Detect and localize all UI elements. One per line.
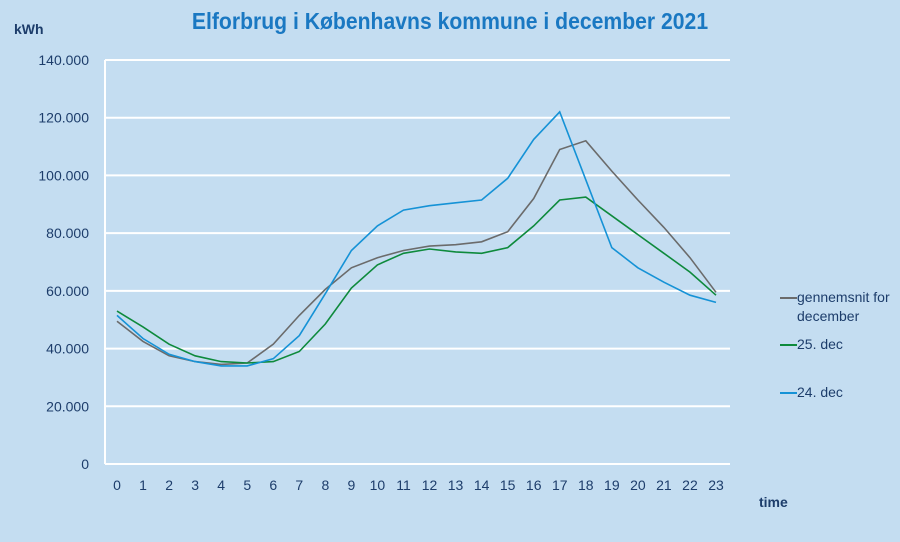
- x-tick-label: 20: [630, 477, 646, 493]
- x-tick-label: 12: [422, 477, 438, 493]
- series-line-0: [116, 139, 717, 366]
- legend-item-gennemsnit: gennemsnit for december: [780, 288, 897, 326]
- legend-label: gennemsnit for december: [797, 289, 890, 324]
- x-tick-label: 13: [448, 477, 464, 493]
- series-line-1: [116, 196, 717, 364]
- x-tick-label: 18: [578, 477, 594, 493]
- x-tick-label: 15: [500, 477, 516, 493]
- legend-swatch: [780, 344, 797, 346]
- x-tick-label: 11: [396, 477, 411, 493]
- legend-item-24-dec: 24. dec: [780, 383, 897, 402]
- x-tick-label: 23: [708, 477, 724, 493]
- x-tick-label: 16: [526, 477, 542, 493]
- y-tick-label: 100.000: [38, 167, 89, 183]
- x-tick-label: 4: [217, 477, 225, 493]
- x-axis-label: time: [759, 494, 788, 510]
- legend-label: 25. dec: [797, 336, 843, 352]
- legend-item-25-dec: 25. dec: [780, 335, 897, 354]
- x-tick-label: 17: [552, 477, 568, 493]
- legend-swatch: [780, 297, 797, 299]
- x-tick-label: 6: [269, 477, 277, 493]
- x-tick-label: 10: [370, 477, 386, 493]
- y-tick-label: 140.000: [38, 52, 89, 68]
- x-tick-label: 1: [139, 477, 147, 493]
- chart-title: Elforbrug i Københavns kommune i decembe…: [191, 8, 709, 34]
- series-line-2: [116, 110, 717, 367]
- x-tick-label: 7: [295, 477, 303, 493]
- y-tick-label: 20.000: [46, 398, 89, 414]
- x-tick-label: 5: [243, 477, 251, 493]
- x-tick-label: 3: [191, 477, 199, 493]
- y-axis-label: kWh: [14, 21, 44, 37]
- x-tick-label: 0: [113, 477, 121, 493]
- x-tick-label: 2: [165, 477, 173, 493]
- legend-swatch: [780, 392, 797, 394]
- x-tick-label: 19: [604, 477, 620, 493]
- x-tick-label: 14: [474, 477, 490, 493]
- y-tick-label: 80.000: [46, 225, 89, 241]
- x-tick-label: 8: [321, 477, 329, 493]
- y-tick-label: 120.000: [38, 110, 89, 126]
- x-tick-label: 9: [347, 477, 355, 493]
- legend-label: 24. dec: [797, 384, 843, 400]
- y-tick-label: 0: [81, 456, 89, 472]
- y-tick-label: 60.000: [46, 283, 89, 299]
- y-tick-label: 40.000: [46, 341, 89, 357]
- x-tick-label: 21: [656, 477, 672, 493]
- x-tick-label: 22: [682, 477, 698, 493]
